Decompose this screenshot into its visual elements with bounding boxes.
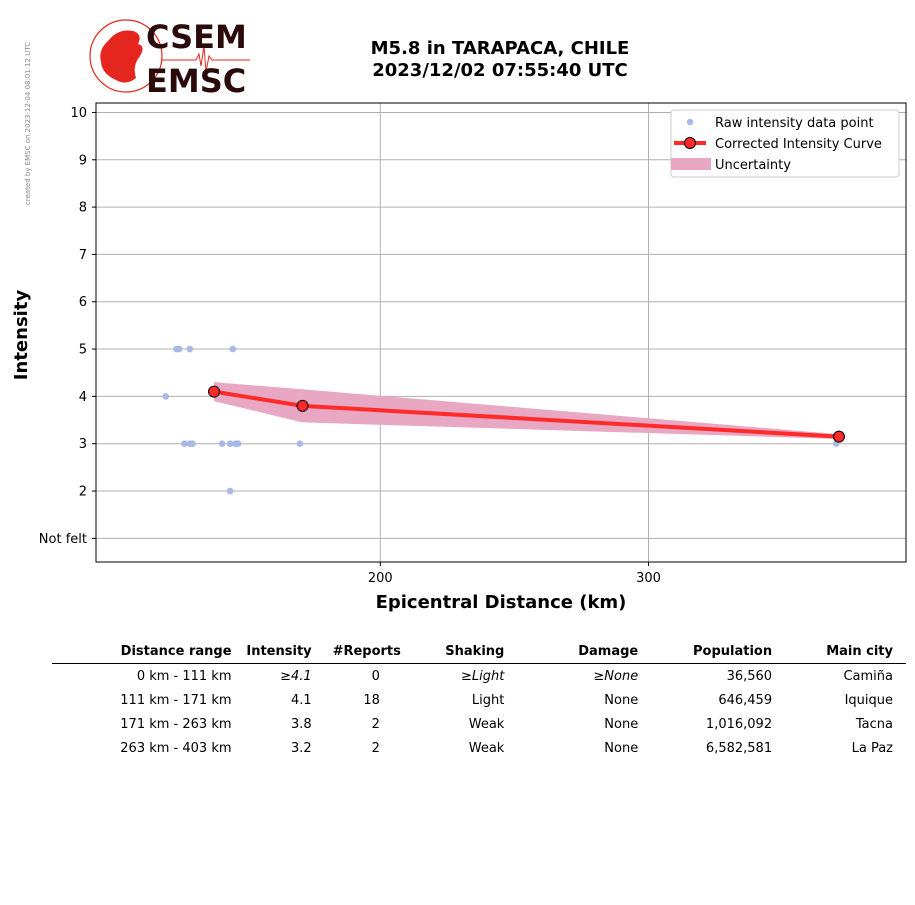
logo-globe-ring: [89, 19, 163, 93]
cell-reports: 2: [371, 740, 380, 756]
header-distance: Distance range: [52, 640, 232, 664]
intensity-chart: Not felt 2 3 4 5 6 7 8 9 10 200 300 Epicentral Dist…: [11, 102, 907, 613]
cell-intensity: 3.2: [290, 740, 312, 756]
cell-intensity: 4.1: [290, 692, 312, 708]
cell-reports: 0: [371, 668, 380, 684]
cell-city: La Paz: [851, 740, 893, 756]
raw-data-point: [229, 345, 237, 353]
y-tick-label: 7: [79, 248, 87, 263]
header-damage: Damage: [504, 640, 639, 664]
cell-population: 646,459: [718, 692, 773, 708]
cell-population: 1,016,092: [705, 716, 773, 732]
intensity-table: Distance range Intensity #Reports Shakin…: [52, 640, 906, 760]
legend-uncertainty-swatch: [671, 158, 711, 170]
table-row: 111 km - 171 km 4.1 18 Light None 646,45…: [52, 688, 906, 712]
title-line-2: 2023/12/02 07:55:40 UTC: [372, 60, 628, 81]
uncertainty-band: [214, 382, 839, 439]
cell-city: Iquique: [844, 692, 893, 708]
header-main-city: Main city: [772, 640, 906, 664]
raw-data-point: [296, 440, 304, 448]
y-tick-label: 8: [79, 201, 87, 216]
table-row: 0 km - 111 km ≥4.1 0 ≥Light ≥None 36,560…: [52, 664, 906, 689]
y-tick-label: 3: [79, 437, 87, 452]
y-tick-label: 10: [70, 106, 87, 121]
legend-curve-label: Corrected Intensity Curve: [715, 137, 882, 152]
raw-data-point: [186, 345, 194, 353]
y-tick-label: 9: [79, 153, 87, 168]
raw-data-point: [189, 440, 196, 448]
cell-distance: 111 km - 171 km: [120, 692, 232, 708]
y-tick-label: Not felt: [39, 532, 87, 547]
y-tick-label: 2: [79, 485, 87, 500]
cell-damage: ≥None: [593, 668, 639, 684]
raw-data-point: [181, 440, 188, 448]
x-tick-label: 200: [368, 571, 393, 586]
cell-distance: 171 km - 263 km: [120, 716, 232, 732]
cell-damage: None: [604, 740, 639, 756]
table-row: 171 km - 263 km 3.8 2 Weak None 1,016,09…: [52, 712, 906, 736]
curve-point: [832, 430, 845, 443]
header-intensity: Intensity: [231, 640, 312, 664]
cell-population: 6,582,581: [705, 740, 773, 756]
logo-seismogram: [162, 45, 250, 73]
table-row: 263 km - 403 km 3.2 2 Weak None 6,582,58…: [52, 736, 906, 760]
curve-point: [296, 399, 309, 412]
table-header-row: Distance range Intensity #Reports Shakin…: [52, 640, 906, 664]
curve-layer: [208, 385, 845, 443]
y-axis-label: Intensity: [11, 290, 32, 381]
raw-data-point: [218, 440, 226, 448]
cell-city: Camiña: [843, 668, 893, 684]
raw-data-point: [162, 393, 170, 400]
legend: Raw intensity data point Corrected Inten…: [670, 109, 900, 178]
legend-raw-label: Raw intensity data point: [715, 116, 874, 131]
emsc-logo: CSEM EMSC: [89, 18, 250, 100]
raw-data-point: [226, 487, 234, 495]
cell-damage: None: [604, 692, 639, 708]
cell-distance: 263 km - 403 km: [120, 740, 232, 756]
legend-uncertainty-label: Uncertainty: [715, 158, 791, 173]
header-population: Population: [638, 640, 773, 664]
raw-data-point: [226, 440, 234, 448]
cell-intensity: 3.8: [290, 716, 312, 732]
x-axis-label: Epicentral Distance (km): [376, 592, 627, 613]
y-tick-label: 6: [79, 295, 87, 310]
y-tick-label: 4: [79, 390, 87, 405]
x-tick-label: 300: [636, 571, 661, 586]
legend-raw-marker: [686, 118, 694, 126]
cell-shaking: ≥Light: [461, 668, 505, 684]
cell-damage: None: [604, 716, 639, 732]
raw-data-point: [234, 440, 242, 448]
cell-city: Tacna: [855, 716, 893, 732]
curve-point: [208, 385, 221, 398]
logo-globe-land: [100, 30, 143, 83]
cell-population: 36,560: [726, 668, 773, 684]
chart-title: M5.8 in TARAPACA, CHILE 2023/12/02 07:55…: [300, 38, 700, 82]
y-tick-label: 5: [79, 343, 87, 358]
cell-shaking: Light: [471, 692, 505, 708]
header-reports: #Reports: [311, 640, 401, 664]
header-shaking: Shaking: [400, 640, 505, 664]
cell-reports: 2: [371, 716, 380, 732]
uncertainty-layer: [214, 382, 839, 439]
logo-csem: CSEM: [146, 18, 247, 56]
raw-data-point: [175, 345, 183, 353]
raw-points-layer: [162, 345, 840, 495]
legend-box: [670, 109, 900, 178]
ticks: Not felt 2 3 4 5 6 7 8 9 10 200 300: [39, 106, 661, 586]
cell-shaking: Weak: [468, 716, 505, 732]
legend-curve-marker: [684, 137, 696, 149]
cell-distance: 0 km - 111 km: [136, 668, 232, 684]
cell-shaking: Weak: [468, 740, 505, 756]
logo-emsc: EMSC: [146, 62, 246, 100]
title-line-1: M5.8 in TARAPACA, CHILE: [370, 38, 630, 59]
plot-frame: [95, 102, 907, 563]
cell-intensity: ≥4.1: [280, 668, 312, 684]
cell-reports: 18: [363, 692, 380, 708]
